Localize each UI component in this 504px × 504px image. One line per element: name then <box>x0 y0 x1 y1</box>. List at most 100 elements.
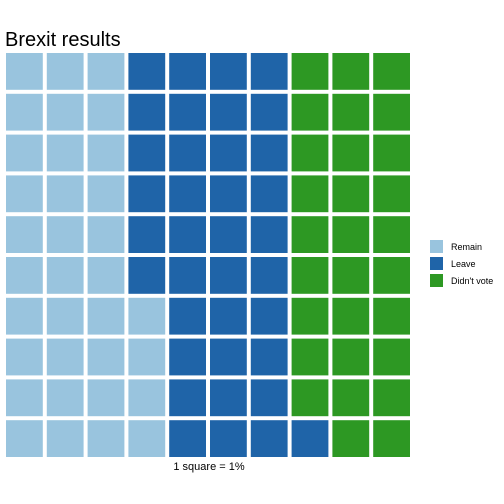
waffle-square <box>128 216 166 253</box>
waffle-square <box>210 297 247 335</box>
waffle-square <box>291 420 329 457</box>
waffle-square <box>250 338 288 376</box>
waffle-square <box>128 175 166 213</box>
waffle-square <box>169 257 206 294</box>
legend-label: Leave <box>451 259 476 269</box>
waffle-square <box>6 175 43 213</box>
waffle-square <box>128 379 166 417</box>
waffle-square <box>128 53 166 90</box>
waffle-square <box>87 297 125 335</box>
waffle-square <box>291 175 329 213</box>
waffle-square <box>169 53 206 90</box>
waffle-square <box>373 297 410 335</box>
waffle-square <box>169 175 206 213</box>
waffle-square <box>87 338 125 376</box>
waffle-square <box>46 175 84 213</box>
waffle-square <box>128 297 166 335</box>
waffle-square <box>210 134 247 172</box>
waffle-square <box>332 216 370 253</box>
waffle-square <box>332 379 370 417</box>
waffle-square <box>332 53 370 90</box>
waffle-grid <box>6 53 410 457</box>
waffle-square <box>291 53 329 90</box>
waffle-square <box>6 297 43 335</box>
waffle-square <box>169 297 206 335</box>
waffle-square <box>291 134 329 172</box>
waffle-square <box>250 216 288 253</box>
waffle-square <box>373 216 410 253</box>
waffle-square <box>210 93 247 131</box>
waffle-square <box>169 134 206 172</box>
waffle-square <box>332 338 370 376</box>
waffle-square <box>250 257 288 294</box>
waffle-square <box>128 134 166 172</box>
waffle-square <box>6 216 43 253</box>
chart-title: Brexit results <box>5 29 121 51</box>
waffle-square <box>46 420 84 457</box>
waffle-square <box>250 175 288 213</box>
waffle-square <box>169 216 206 253</box>
waffle-square <box>6 420 43 457</box>
waffle-square <box>250 93 288 131</box>
waffle-square <box>250 379 288 417</box>
waffle-square <box>373 134 410 172</box>
waffle-square <box>46 338 84 376</box>
waffle-square <box>291 257 329 294</box>
waffle-square <box>210 338 247 376</box>
waffle-square <box>291 379 329 417</box>
waffle-square <box>169 420 206 457</box>
waffle-square <box>210 420 247 457</box>
waffle-square <box>210 216 247 253</box>
waffle-square <box>373 338 410 376</box>
waffle-square <box>250 297 288 335</box>
waffle-square <box>291 93 329 131</box>
waffle-square <box>210 175 247 213</box>
waffle-square <box>373 53 410 90</box>
waffle-square <box>128 93 166 131</box>
chart-caption: 1 square = 1% <box>173 461 244 473</box>
waffle-square <box>373 379 410 417</box>
waffle-square <box>169 338 206 376</box>
waffle-square <box>373 257 410 294</box>
waffle-square <box>291 297 329 335</box>
waffle-square <box>87 420 125 457</box>
waffle-square <box>6 93 43 131</box>
legend-key <box>430 257 443 270</box>
waffle-square <box>128 257 166 294</box>
waffle-square <box>332 420 370 457</box>
waffle-square <box>6 134 43 172</box>
waffle-square <box>332 134 370 172</box>
waffle-square <box>332 297 370 335</box>
waffle-square <box>87 257 125 294</box>
waffle-square <box>46 297 84 335</box>
waffle-square <box>373 420 410 457</box>
waffle-square <box>332 93 370 131</box>
legend-key <box>430 274 443 287</box>
waffle-square <box>87 216 125 253</box>
waffle-square <box>169 93 206 131</box>
waffle-square <box>6 257 43 294</box>
waffle-square <box>250 53 288 90</box>
waffle-square <box>250 134 288 172</box>
legend: Remain Leave Didn't vote <box>430 240 493 287</box>
waffle-square <box>291 216 329 253</box>
waffle-square <box>373 93 410 131</box>
waffle-square <box>210 257 247 294</box>
waffle-square <box>291 338 329 376</box>
waffle-square <box>46 53 84 90</box>
waffle-square <box>373 175 410 213</box>
waffle-square <box>250 420 288 457</box>
waffle-square <box>332 257 370 294</box>
waffle-square <box>169 379 206 417</box>
waffle-square <box>46 379 84 417</box>
waffle-square <box>6 379 43 417</box>
waffle-square <box>46 216 84 253</box>
waffle-square <box>6 338 43 376</box>
waffle-square <box>87 53 125 90</box>
waffle-square <box>210 379 247 417</box>
waffle-square <box>46 134 84 172</box>
waffle-square <box>210 53 247 90</box>
waffle-square <box>87 93 125 131</box>
legend-label: Didn't vote <box>451 276 493 286</box>
